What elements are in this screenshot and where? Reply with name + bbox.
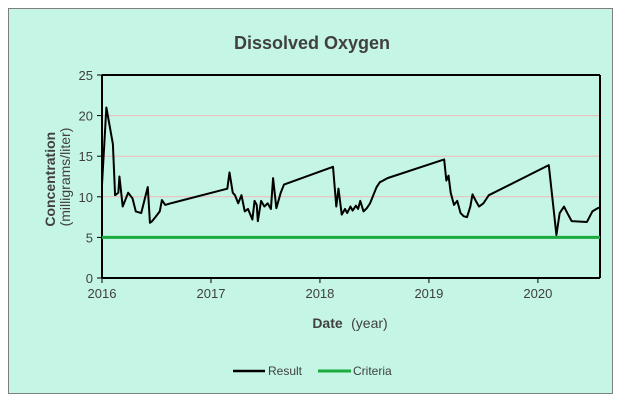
x-tick-label: 2018 — [305, 286, 334, 301]
legend-label-criteria: Criteria — [353, 364, 392, 378]
x-tick-label: 2019 — [414, 286, 443, 301]
y-axis-label-unit: (milligrams/liter) — [57, 128, 73, 227]
chart-title: Dissolved Oxygen — [234, 33, 390, 53]
x-tick-label: 2020 — [523, 286, 552, 301]
y-tick-label: 10 — [79, 190, 93, 205]
y-tick-label: 5 — [86, 230, 93, 245]
y-tick-label: 25 — [79, 68, 93, 83]
x-axis-label-unit: (year) — [351, 315, 388, 331]
y-axis-label-main: Concentration — [42, 132, 58, 227]
y-axis-label: Concentration (milligrams/liter) — [42, 127, 73, 226]
chart-frame — [8, 8, 613, 394]
series-line-result — [101, 106, 601, 236]
plot-area — [101, 74, 601, 279]
y-axis-ticks: 0 5 10 15 20 25 — [79, 68, 102, 286]
y-tick-label: 15 — [79, 149, 93, 164]
y-tick-label: 20 — [79, 109, 93, 124]
x-tick-label: 2017 — [197, 286, 226, 301]
x-axis-ticks: 2016 2017 2018 2019 2020 — [88, 278, 552, 301]
legend-label-result: Result — [268, 364, 303, 378]
y-tick-label: 0 — [86, 271, 93, 286]
x-axis-label: Date (year) — [312, 315, 387, 332]
x-tick-label: 2016 — [88, 286, 117, 301]
legend: Result Criteria — [233, 364, 392, 378]
series-layer — [101, 106, 601, 239]
x-axis-label-main: Date — [312, 315, 343, 331]
